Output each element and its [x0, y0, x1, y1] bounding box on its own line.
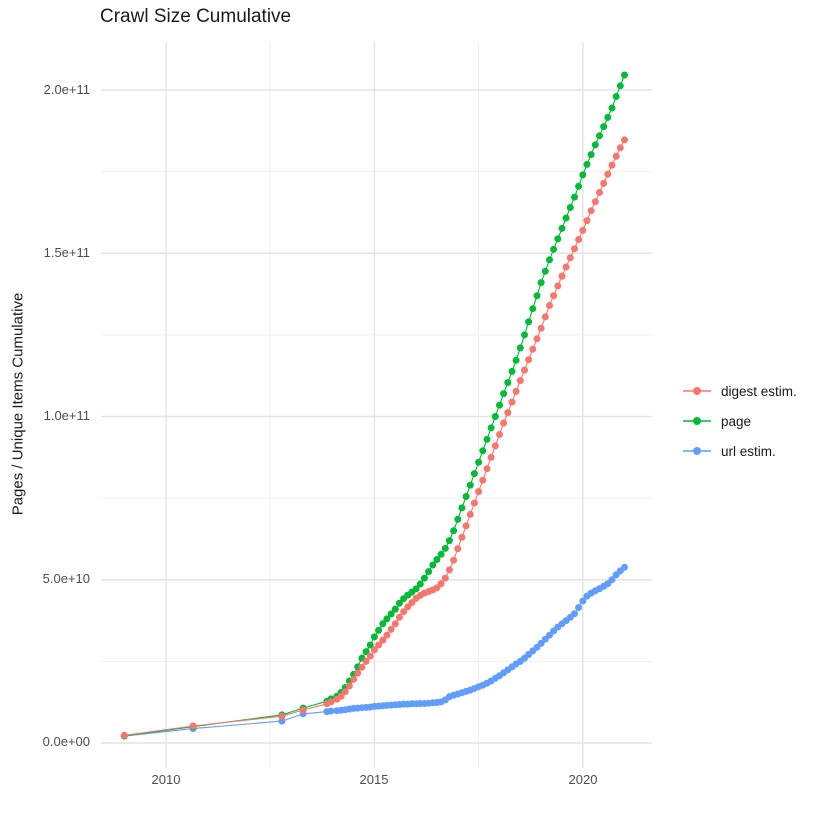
y-tick-label-1e11: 1.0e+11: [43, 408, 90, 423]
legend-item-digest-estim: digest estim.: [682, 376, 797, 406]
series-digest-estim: [120, 136, 628, 739]
series-url-estim: [120, 563, 628, 740]
series-page-line: [124, 74, 626, 737]
legend: digest estim. page url estim.: [682, 376, 797, 466]
legend-item-page: page: [682, 406, 797, 436]
series-page: [120, 71, 628, 740]
legend-key-page-icon: [683, 417, 711, 425]
gridlines-major: [101, 42, 652, 768]
y-tick-label-1.5e11: 1.5e+11: [43, 245, 90, 260]
legend-item-url-estim: url estim.: [682, 436, 797, 466]
y-tick-label-0: 0.0e+00: [42, 734, 90, 749]
legend-key-url-icon: [683, 447, 711, 455]
legend-label-url-estim: url estim.: [721, 443, 776, 459]
chart-title: Crawl Size Cumulative: [100, 6, 292, 27]
x-tick-label-2020: 2020: [568, 772, 598, 787]
y-tick-label-5e10: 5.0e+10: [42, 571, 90, 586]
x-tick-label-2010: 2010: [151, 772, 181, 787]
gridlines-minor: [101, 42, 652, 768]
x-tick-label-2015: 2015: [359, 772, 389, 787]
legend-key-digest-icon: [683, 387, 711, 395]
legend-label-page: page: [721, 413, 752, 429]
series-digest-estim-line: [124, 139, 625, 736]
y-axis-title: Pages / Unique Items Cumulative: [9, 292, 27, 516]
y-tick-label-2e11: 2.0e+11: [43, 82, 90, 97]
legend-label-digest-estim: digest estim.: [721, 383, 797, 399]
